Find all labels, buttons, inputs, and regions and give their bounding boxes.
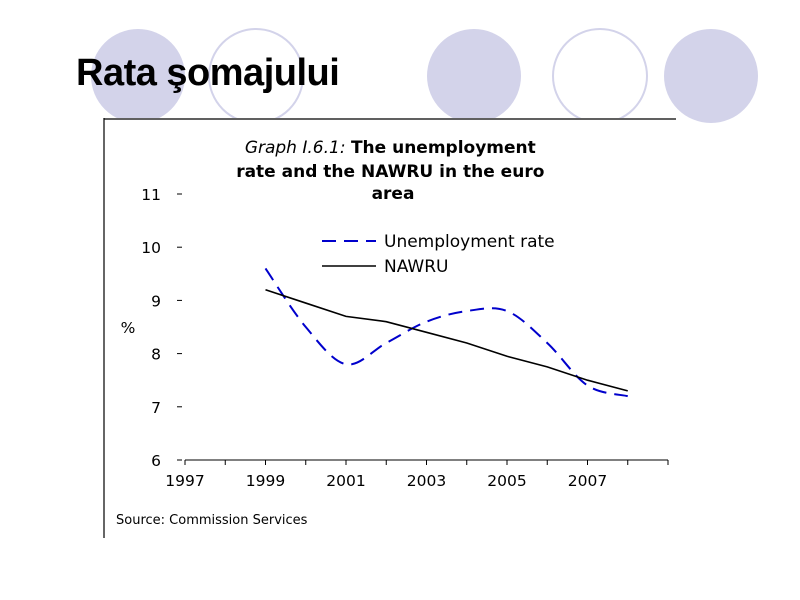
y-tick-label: 6 <box>151 452 161 470</box>
chart-title-line3: area <box>372 184 415 204</box>
chart-title-line1: Graph I.6.1: The unemployment <box>245 138 536 158</box>
y-tick-label: 7 <box>151 399 161 417</box>
y-tick-label: 10 <box>141 239 161 257</box>
y-axis-label: % <box>121 319 136 337</box>
y-tick-label: 11 <box>141 186 161 204</box>
deco-circle <box>664 29 758 123</box>
chart-title-bold1: The unemployment <box>351 138 536 158</box>
unemployment-rate-line <box>264 267 629 398</box>
deco-circle <box>427 29 521 123</box>
legend-label: NAWRU <box>384 257 448 277</box>
x-tick-label: 2005 <box>487 472 526 490</box>
x-tick-label: 2003 <box>407 472 446 490</box>
nawru-line <box>265 289 628 392</box>
x-tick-label: 2001 <box>326 472 365 490</box>
source-note: Source: Commission Services <box>116 513 308 528</box>
axes: 1997 1999 2001 2003 2005 2007 6 7 8 9 10 11 <box>141 186 669 490</box>
chart-background <box>104 118 676 536</box>
chart-title: Graph I.6.1: The unemployment rate and t… <box>236 138 550 204</box>
chart-title-italic: Graph I.6.1: <box>245 138 346 158</box>
y-tick-label: 9 <box>151 292 161 310</box>
y-tick-label: 8 <box>151 346 161 364</box>
series-group <box>264 267 629 398</box>
slide-title: Rata şomajului <box>76 52 340 94</box>
chart-title-line2: rate and the NAWRU in the euro <box>236 162 544 182</box>
x-tick-label: 1999 <box>246 472 285 490</box>
x-tick-label: 2007 <box>568 472 607 490</box>
x-tick-label: 1997 <box>165 472 204 490</box>
deco-circle <box>91 29 185 123</box>
legend: Unemployment rate NAWRU <box>322 232 555 277</box>
legend-label: Unemployment rate <box>384 232 555 252</box>
